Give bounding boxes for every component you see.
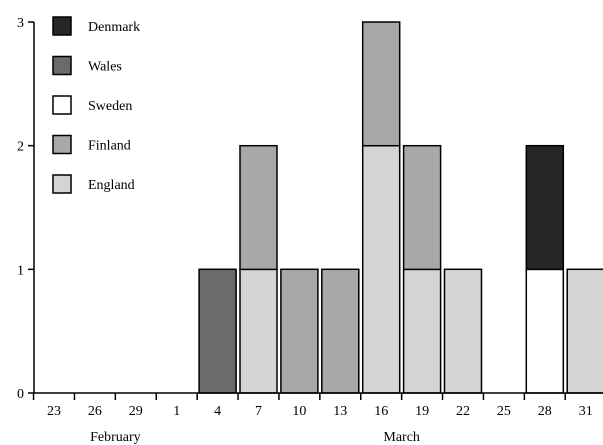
legend-label-wales: Wales bbox=[88, 60, 122, 75]
x-tick-label: 31 bbox=[579, 404, 593, 419]
legend-swatch-england bbox=[52, 174, 72, 194]
bar-england-31 bbox=[566, 268, 603, 394]
x-tick-label: 10 bbox=[292, 404, 306, 419]
x-tick-label: 25 bbox=[497, 404, 511, 419]
y-tick-label: 2 bbox=[17, 140, 24, 155]
bar-england-16 bbox=[361, 144, 401, 394]
x-tick-label: 28 bbox=[538, 404, 552, 419]
y-tick-label: 0 bbox=[17, 387, 24, 402]
y-tick-label: 3 bbox=[17, 16, 24, 31]
legend-label-finland: Finland bbox=[88, 139, 131, 154]
legend-swatch-wales bbox=[52, 55, 72, 76]
bar-denmark-28 bbox=[525, 144, 565, 271]
x-tick-label: 23 bbox=[47, 404, 61, 419]
x-tick-label: 16 bbox=[374, 404, 388, 419]
bar-england-7 bbox=[239, 268, 278, 394]
bar-finland-16 bbox=[361, 21, 401, 147]
legend-swatch-denmark bbox=[52, 16, 72, 36]
x-tick-label: 13 bbox=[333, 404, 347, 419]
legend-label-denmark: Denmark bbox=[88, 20, 140, 35]
x-tick-label: 7 bbox=[255, 404, 262, 419]
legend: Denmark Wales Sweden Finland England bbox=[52, 16, 140, 194]
month-label-february: February bbox=[90, 430, 141, 445]
y-tick-label: 1 bbox=[17, 263, 24, 278]
legend-label-england: England bbox=[88, 178, 135, 193]
bar-finland-10 bbox=[280, 268, 319, 394]
bar-england-19 bbox=[402, 268, 442, 394]
x-tick-label: 26 bbox=[88, 404, 102, 419]
bar-england-22 bbox=[443, 268, 483, 394]
bar-finland-13 bbox=[321, 268, 360, 394]
bar-wales-4 bbox=[198, 268, 237, 394]
bar-sweden-28 bbox=[525, 268, 565, 394]
x-tick-label: 19 bbox=[415, 404, 429, 419]
bar-finland-19 bbox=[402, 144, 442, 271]
x-tick-label: 29 bbox=[129, 404, 143, 419]
x-tick-label: 4 bbox=[214, 404, 221, 419]
legend-swatch-sweden bbox=[52, 95, 72, 115]
x-tick-label: 1 bbox=[173, 404, 180, 419]
bar-finland-7 bbox=[239, 144, 278, 271]
legend-label-sweden: Sweden bbox=[88, 99, 132, 114]
bars-layer bbox=[198, 21, 603, 394]
legend-swatch-finland bbox=[52, 134, 72, 155]
month-label-march: March bbox=[383, 430, 420, 445]
x-tick-label: 22 bbox=[456, 404, 470, 419]
